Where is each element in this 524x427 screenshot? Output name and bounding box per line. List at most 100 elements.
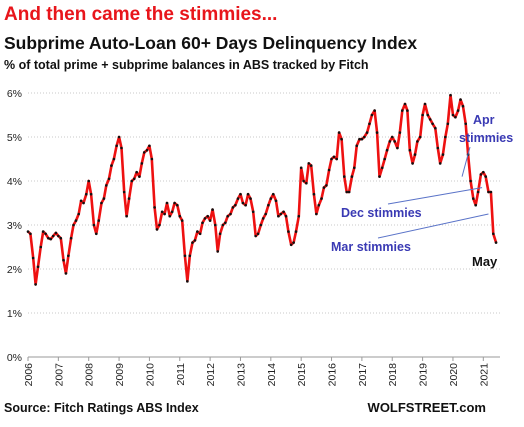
series-line: [27, 93, 498, 286]
data-point: [330, 157, 333, 161]
data-point: [370, 113, 374, 117]
x-tick-label: 2008: [84, 363, 96, 387]
data-point: [122, 190, 126, 194]
data-point: [246, 192, 250, 196]
annotation-may: May: [472, 254, 498, 269]
data-point: [251, 210, 255, 214]
x-tick-label: 2012: [205, 363, 217, 387]
data-point: [312, 192, 316, 196]
data-point: [353, 166, 356, 170]
data-point: [393, 140, 396, 143]
data-point: [132, 177, 136, 181]
data-point: [201, 221, 204, 225]
data-point: [489, 190, 493, 194]
data-point: [347, 190, 351, 194]
headline: And then came the stimmies...: [4, 4, 278, 25]
data-point: [294, 230, 298, 233]
data-point: [469, 179, 472, 183]
data-point: [444, 135, 447, 139]
data-point: [342, 175, 346, 178]
data-point: [67, 254, 70, 258]
data-point: [426, 113, 430, 117]
annotation-mar-stimmies: Mar stimmies: [331, 240, 411, 254]
data-point: [487, 190, 490, 194]
x-tick-label: 2015: [296, 363, 308, 387]
data-point: [254, 234, 257, 238]
chart-subtitle: % of total prime + subprime balances in …: [4, 58, 369, 72]
data-point: [223, 221, 227, 225]
annotation-dec-stimmies: Dec stimmies: [341, 206, 422, 220]
data-point: [234, 203, 237, 207]
data-point: [163, 212, 166, 216]
data-point: [305, 181, 308, 185]
data-point: [218, 232, 222, 236]
data-point: [244, 203, 247, 207]
data-point: [461, 104, 465, 108]
data-point: [373, 109, 376, 112]
data-point: [208, 219, 212, 222]
data-point: [221, 223, 225, 227]
data-point: [160, 210, 164, 214]
data-point: [100, 201, 103, 205]
data-point: [267, 203, 270, 207]
data-point: [436, 146, 440, 150]
data-point: [309, 164, 313, 167]
data-point: [170, 210, 174, 214]
data-point: [421, 113, 424, 117]
data-point: [396, 146, 399, 150]
data-point: [87, 179, 91, 183]
data-point: [274, 199, 278, 203]
y-tick-label: 3%: [7, 220, 22, 232]
data-point: [464, 122, 468, 126]
data-point: [145, 148, 149, 152]
data-point: [454, 115, 457, 119]
data-point: [127, 197, 131, 200]
data-point: [322, 186, 326, 189]
data-point: [125, 214, 128, 218]
data-point: [434, 126, 437, 130]
data-point: [441, 153, 445, 156]
chart-title: Subprime Auto-Loan 60+ Days Delinquency …: [4, 33, 418, 53]
x-tick-label: 2017: [357, 363, 369, 387]
data-point: [72, 223, 75, 227]
data-point: [49, 237, 53, 241]
data-point: [150, 157, 154, 161]
x-tick-label: 2014: [266, 363, 278, 387]
data-point: [456, 109, 460, 112]
data-point: [476, 190, 480, 194]
data-point: [44, 232, 47, 236]
data-point: [438, 162, 442, 165]
data-point: [365, 131, 369, 134]
data-point: [431, 122, 434, 126]
data-point: [94, 232, 98, 236]
annotation-arrow-apr: [461, 146, 471, 177]
source-note: Source: Fitch Ratings ABS Index: [4, 401, 199, 415]
data-point: [282, 210, 285, 214]
data-point: [398, 131, 402, 134]
data-point: [315, 212, 318, 216]
data-point: [416, 140, 419, 143]
data-point: [350, 175, 354, 178]
data-point: [337, 131, 341, 134]
data-point: [92, 223, 96, 227]
data-point: [363, 135, 366, 139]
data-point: [403, 102, 407, 106]
brand-logo-text: WOLFSTREET.com: [367, 400, 486, 415]
data-point: [241, 201, 245, 205]
y-tick-label: 4%: [7, 176, 22, 188]
data-point: [279, 212, 283, 216]
data-point: [259, 223, 263, 227]
data-point: [64, 272, 68, 275]
data-point: [180, 219, 184, 222]
data-point: [41, 230, 45, 233]
data-point: [110, 164, 113, 167]
data-point: [261, 217, 265, 220]
data-point: [428, 118, 432, 121]
data-point: [36, 265, 40, 269]
data-point: [188, 254, 192, 258]
data-point: [358, 137, 361, 141]
data-point: [26, 230, 30, 233]
data-point: [269, 197, 273, 200]
data-point: [34, 283, 37, 286]
data-point: [213, 223, 217, 227]
